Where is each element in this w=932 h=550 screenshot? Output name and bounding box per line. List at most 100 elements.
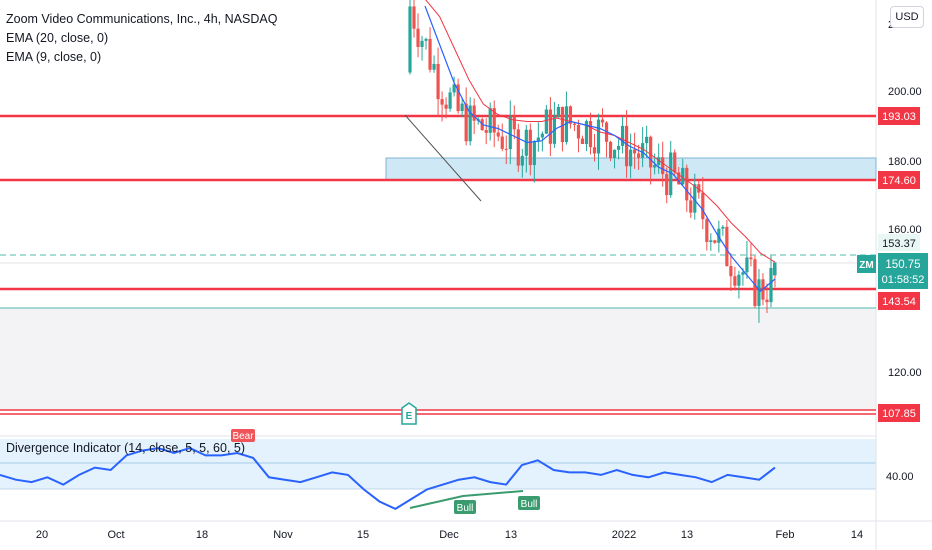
earnings-marker[interactable]: E bbox=[401, 402, 417, 425]
candle-body[interactable] bbox=[669, 152, 673, 196]
candle-body[interactable] bbox=[540, 133, 544, 138]
candle-body[interactable] bbox=[560, 106, 565, 143]
candle-body[interactable] bbox=[769, 268, 773, 303]
ema-20-legend[interactable]: EMA (20, close, 0) bbox=[6, 31, 109, 45]
candle-body[interactable] bbox=[681, 167, 685, 185]
candle-body[interactable] bbox=[448, 92, 452, 109]
candle-body[interactable] bbox=[741, 272, 745, 275]
candle-body[interactable] bbox=[701, 192, 705, 220]
candle-body[interactable] bbox=[673, 152, 677, 173]
candle-body[interactable] bbox=[440, 99, 444, 105]
trend-line[interactable] bbox=[404, 114, 482, 202]
candle-body[interactable] bbox=[412, 6, 416, 29]
candle-body[interactable] bbox=[460, 103, 464, 112]
candle-body[interactable] bbox=[685, 167, 689, 201]
candle-body[interactable] bbox=[620, 125, 625, 146]
candle-body[interactable] bbox=[556, 106, 561, 118]
candle-body[interactable] bbox=[713, 240, 717, 243]
candle-body[interactable] bbox=[612, 149, 617, 158]
candle-body[interactable] bbox=[649, 136, 653, 168]
candle-body[interactable] bbox=[608, 141, 613, 158]
candle-body[interactable] bbox=[436, 63, 440, 100]
candle-body[interactable] bbox=[588, 121, 593, 148]
candle-body[interactable] bbox=[745, 257, 749, 273]
candle-body[interactable] bbox=[568, 106, 573, 124]
candle-body[interactable] bbox=[629, 149, 633, 167]
candle-body[interactable] bbox=[576, 124, 581, 139]
candle-body[interactable] bbox=[753, 259, 757, 306]
symbol-badge[interactable]: ZM bbox=[857, 255, 876, 273]
candle-body[interactable] bbox=[500, 136, 504, 149]
candle-body[interactable] bbox=[749, 257, 753, 260]
ema-9-legend[interactable]: EMA (9, close, 0) bbox=[6, 50, 102, 64]
divergence-line[interactable] bbox=[0, 447, 776, 511]
symbol-title[interactable]: Zoom Video Communications, Inc., 4h, NAS… bbox=[6, 12, 278, 26]
candle-body[interactable] bbox=[657, 157, 661, 165]
candle-body[interactable] bbox=[472, 105, 476, 121]
candle-body[interactable] bbox=[645, 136, 649, 144]
candle-body[interactable] bbox=[721, 226, 725, 229]
candle-body[interactable] bbox=[496, 132, 500, 137]
currency-button[interactable]: USD bbox=[890, 6, 924, 28]
candle-body[interactable] bbox=[452, 84, 456, 93]
divergence-indicator-legend[interactable]: Divergence Indicator (14, close, 5, 5, 6… bbox=[6, 441, 246, 455]
candle-body[interactable] bbox=[729, 266, 733, 277]
candle-body[interactable] bbox=[468, 105, 472, 142]
candle-body[interactable] bbox=[516, 129, 520, 166]
candle-body[interactable] bbox=[416, 28, 420, 47]
candle-body[interactable] bbox=[641, 143, 645, 158]
candle-body[interactable] bbox=[616, 145, 621, 150]
candle-body[interactable] bbox=[424, 38, 428, 41]
candle-body[interactable] bbox=[456, 84, 460, 112]
candle-body[interactable] bbox=[633, 149, 637, 154]
candle-body[interactable] bbox=[765, 299, 769, 303]
candle-body[interactable] bbox=[464, 103, 468, 142]
candle-body[interactable] bbox=[661, 157, 665, 175]
candle-body[interactable] bbox=[709, 240, 713, 242]
candle-body[interactable] bbox=[420, 40, 424, 47]
candle-body[interactable] bbox=[548, 109, 552, 144]
candle-body[interactable] bbox=[528, 129, 532, 166]
candle-body[interactable] bbox=[653, 164, 657, 168]
candle-body[interactable] bbox=[428, 38, 432, 70]
last-candle[interactable] bbox=[773, 262, 777, 276]
candle-body[interactable] bbox=[580, 138, 585, 144]
time-axis[interactable]: 20 Oct 18 Nov 15 Dec 13 2022 13 Feb 14 bbox=[36, 529, 863, 541]
candle-body[interactable] bbox=[737, 274, 741, 286]
candle-body[interactable] bbox=[484, 130, 488, 133]
candle-body[interactable] bbox=[432, 63, 436, 70]
candle-body[interactable] bbox=[689, 200, 693, 213]
candle-body[interactable] bbox=[592, 147, 597, 154]
candle-body[interactable] bbox=[757, 279, 761, 306]
candle-body[interactable] bbox=[488, 108, 492, 133]
candle-body[interactable] bbox=[508, 116, 512, 150]
candle-body[interactable] bbox=[584, 121, 589, 144]
candle-body[interactable] bbox=[705, 219, 709, 242]
candle-body[interactable] bbox=[725, 226, 729, 267]
chart-legend[interactable]: Zoom Video Communications, Inc., 4h, NAS… bbox=[6, 10, 277, 67]
candle-body[interactable] bbox=[596, 119, 601, 154]
candle-body[interactable] bbox=[600, 119, 605, 123]
candle-body[interactable] bbox=[512, 116, 516, 130]
candle-body[interactable] bbox=[624, 125, 629, 167]
candle-body[interactable] bbox=[665, 174, 669, 196]
ema-9-line[interactable] bbox=[424, 5, 776, 293]
candle-body[interactable] bbox=[536, 137, 540, 142]
candle-body[interactable] bbox=[693, 184, 697, 213]
candle-body[interactable] bbox=[492, 108, 496, 133]
candle-body[interactable] bbox=[697, 184, 701, 193]
candle-body[interactable] bbox=[408, 6, 412, 73]
candle-body[interactable] bbox=[572, 123, 577, 125]
candle-body[interactable] bbox=[733, 276, 737, 286]
candle-body[interactable] bbox=[520, 155, 524, 166]
ema-20-line[interactable] bbox=[425, 0, 776, 263]
candle-body[interactable] bbox=[677, 172, 681, 185]
candle-body[interactable] bbox=[504, 148, 508, 150]
candle-body[interactable] bbox=[444, 104, 448, 109]
candle-body[interactable] bbox=[717, 228, 721, 243]
candle-body[interactable] bbox=[532, 141, 536, 166]
candle-body[interactable] bbox=[637, 153, 641, 158]
candle-body[interactable] bbox=[544, 109, 548, 134]
